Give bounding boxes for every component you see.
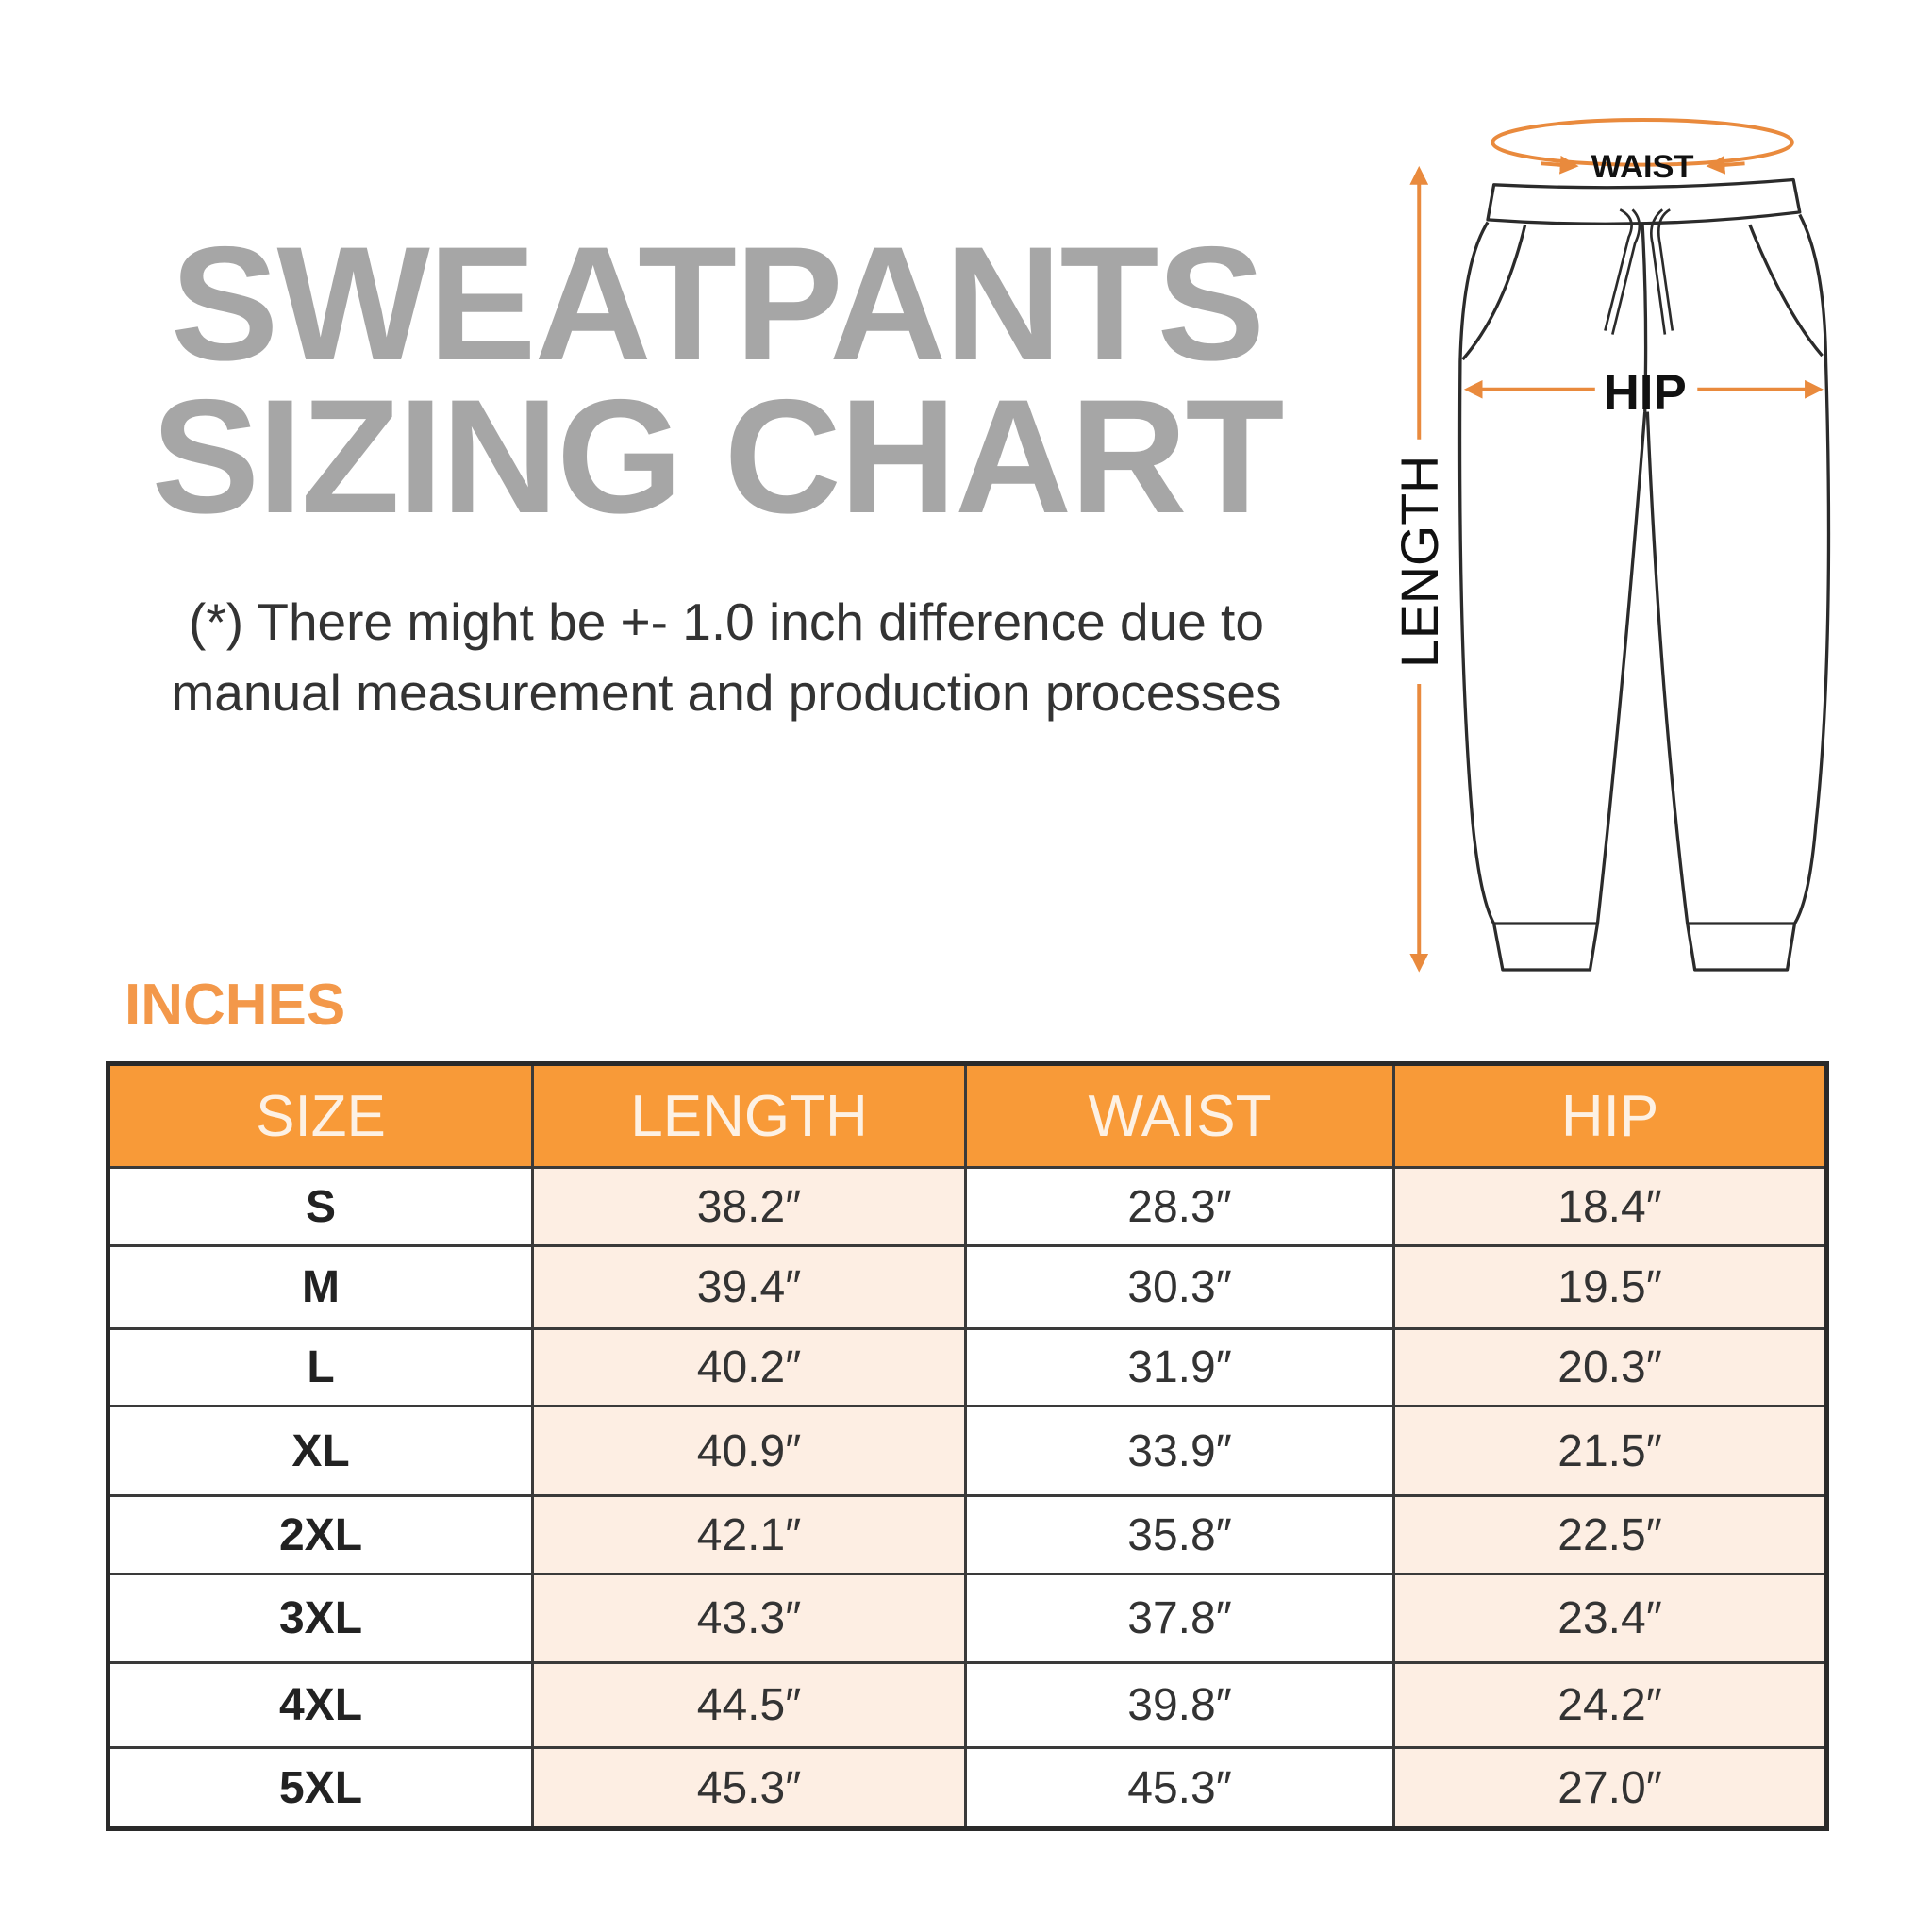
- cell-size: 2XL: [107, 1494, 534, 1575]
- title-line-2: SIZING CHART: [151, 366, 1284, 547]
- pants-outline: [1457, 177, 1831, 972]
- header-size: SIZE: [107, 1062, 534, 1169]
- hip-label: HIP: [1604, 365, 1687, 421]
- cell-hip: 23.4″: [1392, 1573, 1828, 1664]
- table-row: M 39.4″ 30.3″ 19.5″: [107, 1244, 1828, 1330]
- cell-size: L: [107, 1327, 534, 1407]
- cell-size: 3XL: [107, 1573, 534, 1664]
- note-line-1: (*) There might be +- 1.0 inch differenc…: [189, 592, 1264, 651]
- cell-size: M: [107, 1244, 534, 1330]
- waist-arrow-right: [1706, 155, 1745, 175]
- table-row: 4XL 44.5″ 39.8″ 24.2″: [107, 1661, 1828, 1749]
- cell-length: 38.2″: [531, 1166, 967, 1247]
- note-line-2: manual measurement and production proces…: [171, 663, 1282, 722]
- cell-length: 40.2″: [531, 1327, 967, 1407]
- cell-waist: 28.3″: [964, 1166, 1395, 1247]
- cell-waist: 35.8″: [964, 1494, 1395, 1575]
- cell-length: 44.5″: [531, 1661, 967, 1749]
- measurement-note: (*) There might be +- 1.0 inch differenc…: [57, 587, 1396, 728]
- cell-hip: 22.5″: [1392, 1494, 1828, 1575]
- table-row: XL 40.9″ 33.9″ 21.5″: [107, 1405, 1828, 1497]
- size-table: SIZE LENGTH WAIST HIP S 38.2″ 28.3″ 18.4″ M 3…: [106, 1061, 1829, 1831]
- cell-size: XL: [107, 1405, 534, 1497]
- cell-size: S: [107, 1166, 534, 1247]
- header-hip: HIP: [1392, 1062, 1828, 1169]
- table-header-row: SIZE LENGTH WAIST HIP: [107, 1062, 1828, 1169]
- cell-waist: 39.8″: [964, 1661, 1395, 1749]
- cell-waist: 30.3″: [964, 1244, 1395, 1330]
- cell-hip: 19.5″: [1392, 1244, 1828, 1330]
- table-row: 2XL 42.1″ 35.8″ 22.5″: [107, 1494, 1828, 1575]
- table-row: S 38.2″ 28.3″ 18.4″: [107, 1166, 1828, 1247]
- title-line-1: SWEATPANTS: [170, 213, 1265, 394]
- header-waist: WAIST: [964, 1062, 1395, 1169]
- cell-hip: 20.3″: [1392, 1327, 1828, 1407]
- cell-length: 45.3″: [531, 1746, 967, 1830]
- waist-measure-ellipse: [1491, 118, 1794, 167]
- cell-waist: 45.3″: [964, 1746, 1395, 1830]
- cell-hip: 21.5″: [1392, 1405, 1828, 1497]
- cell-hip: 18.4″: [1392, 1166, 1828, 1247]
- table-row: 3XL 43.3″ 37.8″ 23.4″: [107, 1573, 1828, 1664]
- cell-size: 4XL: [107, 1661, 534, 1749]
- cell-length: 40.9″: [531, 1405, 967, 1497]
- table-row: 5XL 45.3″ 45.3″ 27.0″: [107, 1746, 1828, 1830]
- cell-size: 5XL: [107, 1746, 534, 1830]
- units-label: INCHES: [125, 973, 346, 1038]
- cell-length: 42.1″: [531, 1494, 967, 1575]
- cell-waist: 33.9″: [964, 1405, 1395, 1497]
- waist-arrow-left: [1541, 155, 1579, 175]
- header-length: LENGTH: [531, 1062, 967, 1169]
- cell-hip: 27.0″: [1392, 1746, 1828, 1830]
- cell-length: 39.4″: [531, 1244, 967, 1330]
- cell-waist: 31.9″: [964, 1327, 1395, 1407]
- cell-hip: 24.2″: [1392, 1661, 1828, 1749]
- cell-waist: 37.8″: [964, 1573, 1395, 1664]
- waist-label: WAIST: [1591, 149, 1694, 185]
- table-row: L 40.2″ 31.9″ 20.3″: [107, 1327, 1828, 1407]
- cell-length: 43.3″: [531, 1573, 967, 1664]
